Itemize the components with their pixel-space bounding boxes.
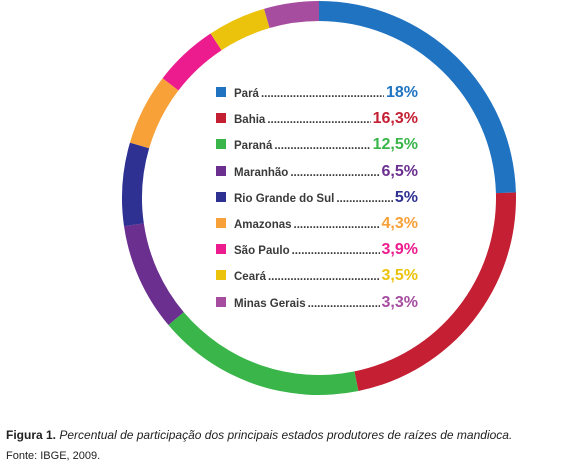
legend-value: 5% bbox=[394, 188, 418, 206]
legend-leader-dots bbox=[261, 88, 384, 100]
figure-caption: Figura 1. Percentual de participação dos… bbox=[6, 428, 582, 442]
legend-value: 6,5% bbox=[381, 162, 418, 180]
legend-swatch bbox=[216, 218, 226, 228]
legend-swatch bbox=[216, 165, 226, 176]
legend-item-maranhao: Maranhão 6,5% bbox=[216, 163, 418, 185]
legend-leader-dots bbox=[308, 298, 380, 310]
legend-leader-dots bbox=[267, 114, 370, 126]
legend-value: 18% bbox=[385, 84, 418, 101]
slice-maranhao bbox=[124, 223, 184, 326]
legend-value: 3,5% bbox=[381, 267, 418, 285]
legend-label: Bahia bbox=[234, 114, 266, 127]
legend-leader-dots bbox=[292, 245, 380, 257]
caption-text: Percentual de participação dos principai… bbox=[59, 428, 513, 442]
slice-ceara bbox=[210, 8, 270, 51]
legend-label: Ceará bbox=[234, 271, 266, 284]
slice-amazonas bbox=[129, 78, 179, 149]
source-note: Fonte: IBGE, 2009. bbox=[6, 450, 101, 462]
legend-item-minas-gerais: Minas Gerais 3,3% bbox=[216, 294, 418, 316]
legend-swatch bbox=[216, 244, 226, 255]
legend-item-sao-paulo: São Paulo 3,9% bbox=[216, 241, 418, 263]
legend-label: Rio Grande do Sul bbox=[234, 192, 335, 205]
legend-swatch bbox=[216, 296, 226, 307]
donut-chart bbox=[121, 1, 516, 395]
legend-label: São Paulo bbox=[234, 245, 290, 258]
legend-leader-dots bbox=[290, 167, 379, 179]
legend-swatch bbox=[216, 270, 226, 281]
legend-value: 3,9% bbox=[381, 241, 418, 259]
legend-leader-dots bbox=[294, 219, 380, 231]
legend-label: Minas Gerais bbox=[234, 297, 306, 310]
legend-value: 3,3% bbox=[381, 293, 418, 311]
legend-swatch bbox=[216, 113, 226, 124]
legend-item-rio-grande-do-sul: Rio Grande do Sul 5% bbox=[216, 189, 418, 211]
legend-value: 12,5% bbox=[372, 136, 418, 154]
legend-value: 4,3% bbox=[381, 215, 418, 232]
legend-swatch bbox=[216, 87, 226, 97]
legend-item-para: Pará 18% bbox=[216, 84, 418, 106]
slice-rio-grande-do-sul bbox=[121, 142, 150, 227]
legend-item-bahia: Bahia 16,3% bbox=[216, 110, 418, 132]
legend-value: 16,3% bbox=[372, 110, 418, 128]
legend-label: Amazonas bbox=[234, 219, 292, 231]
slice-para bbox=[319, 1, 516, 194]
caption-label: Figura 1. bbox=[6, 428, 57, 442]
legend-swatch bbox=[216, 139, 226, 150]
slice-minas-gerais bbox=[264, 1, 319, 29]
legend-item-parana: Paraná 12,5% bbox=[216, 136, 418, 158]
legend-leader-dots bbox=[336, 193, 393, 205]
legend-item-amazonas: Amazonas 4,3% bbox=[216, 215, 418, 237]
legend-label: Maranhão bbox=[234, 166, 289, 179]
slice-sao-paulo bbox=[162, 33, 222, 91]
legend-leader-dots bbox=[268, 271, 380, 283]
legend-leader-dots bbox=[274, 140, 370, 152]
slice-bahia bbox=[354, 192, 516, 392]
legend-swatch bbox=[216, 191, 226, 202]
legend-label: Pará bbox=[234, 88, 259, 100]
legend-label: Paraná bbox=[234, 140, 273, 153]
slice-parana bbox=[168, 312, 359, 395]
legend-item-ceara: Ceará 3,5% bbox=[216, 267, 418, 289]
